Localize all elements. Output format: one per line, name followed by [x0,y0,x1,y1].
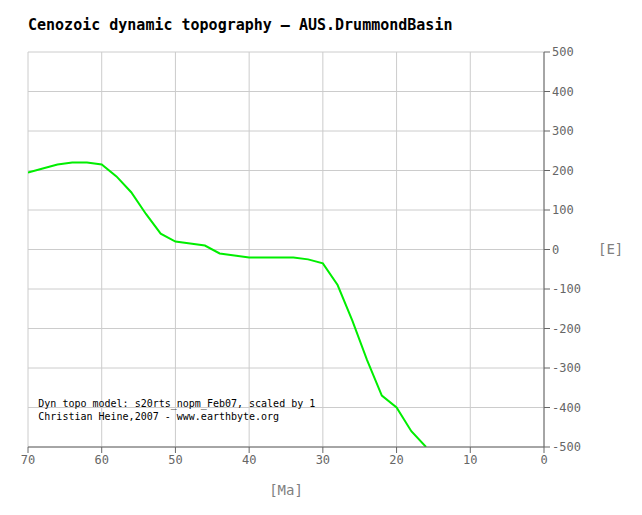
svg-text:50: 50 [168,453,182,467]
svg-text:60: 60 [94,453,108,467]
svg-text:-100: -100 [552,282,581,296]
svg-text:-400: -400 [552,401,581,415]
svg-text:10: 10 [463,453,477,467]
svg-text:0: 0 [552,243,559,257]
svg-text:-300: -300 [552,361,581,375]
svg-text:20: 20 [389,453,403,467]
svg-text:300: 300 [552,124,574,138]
svg-text:[Ma]: [Ma] [269,482,303,498]
svg-text:-200: -200 [552,322,581,336]
svg-text:400: 400 [552,85,574,99]
svg-text:200: 200 [552,164,574,178]
svg-text:500: 500 [552,45,574,59]
html-text:Cenozoic dynamic topography –: Cenozoic dynamic topography – AUS.Drummo… [28,16,453,34]
html-text:Christian Heine,2007 - www.ear: Christian Heine,2007 - www.earthbyte.org [38,411,280,423]
svg-text:100: 100 [552,203,574,217]
svg-text:-500: -500 [552,440,581,454]
html-text:Dyn topo model: s20rts_nopm_Fe: Dyn topo model: s20rts_nopm_Feb07, scale… [38,398,316,410]
svg-text:30: 30 [316,453,330,467]
svg-text:40: 40 [242,453,256,467]
svg-text:0: 0 [540,453,547,467]
svg-text:70: 70 [21,453,35,467]
svg-text:[E]: [E] [598,241,623,257]
